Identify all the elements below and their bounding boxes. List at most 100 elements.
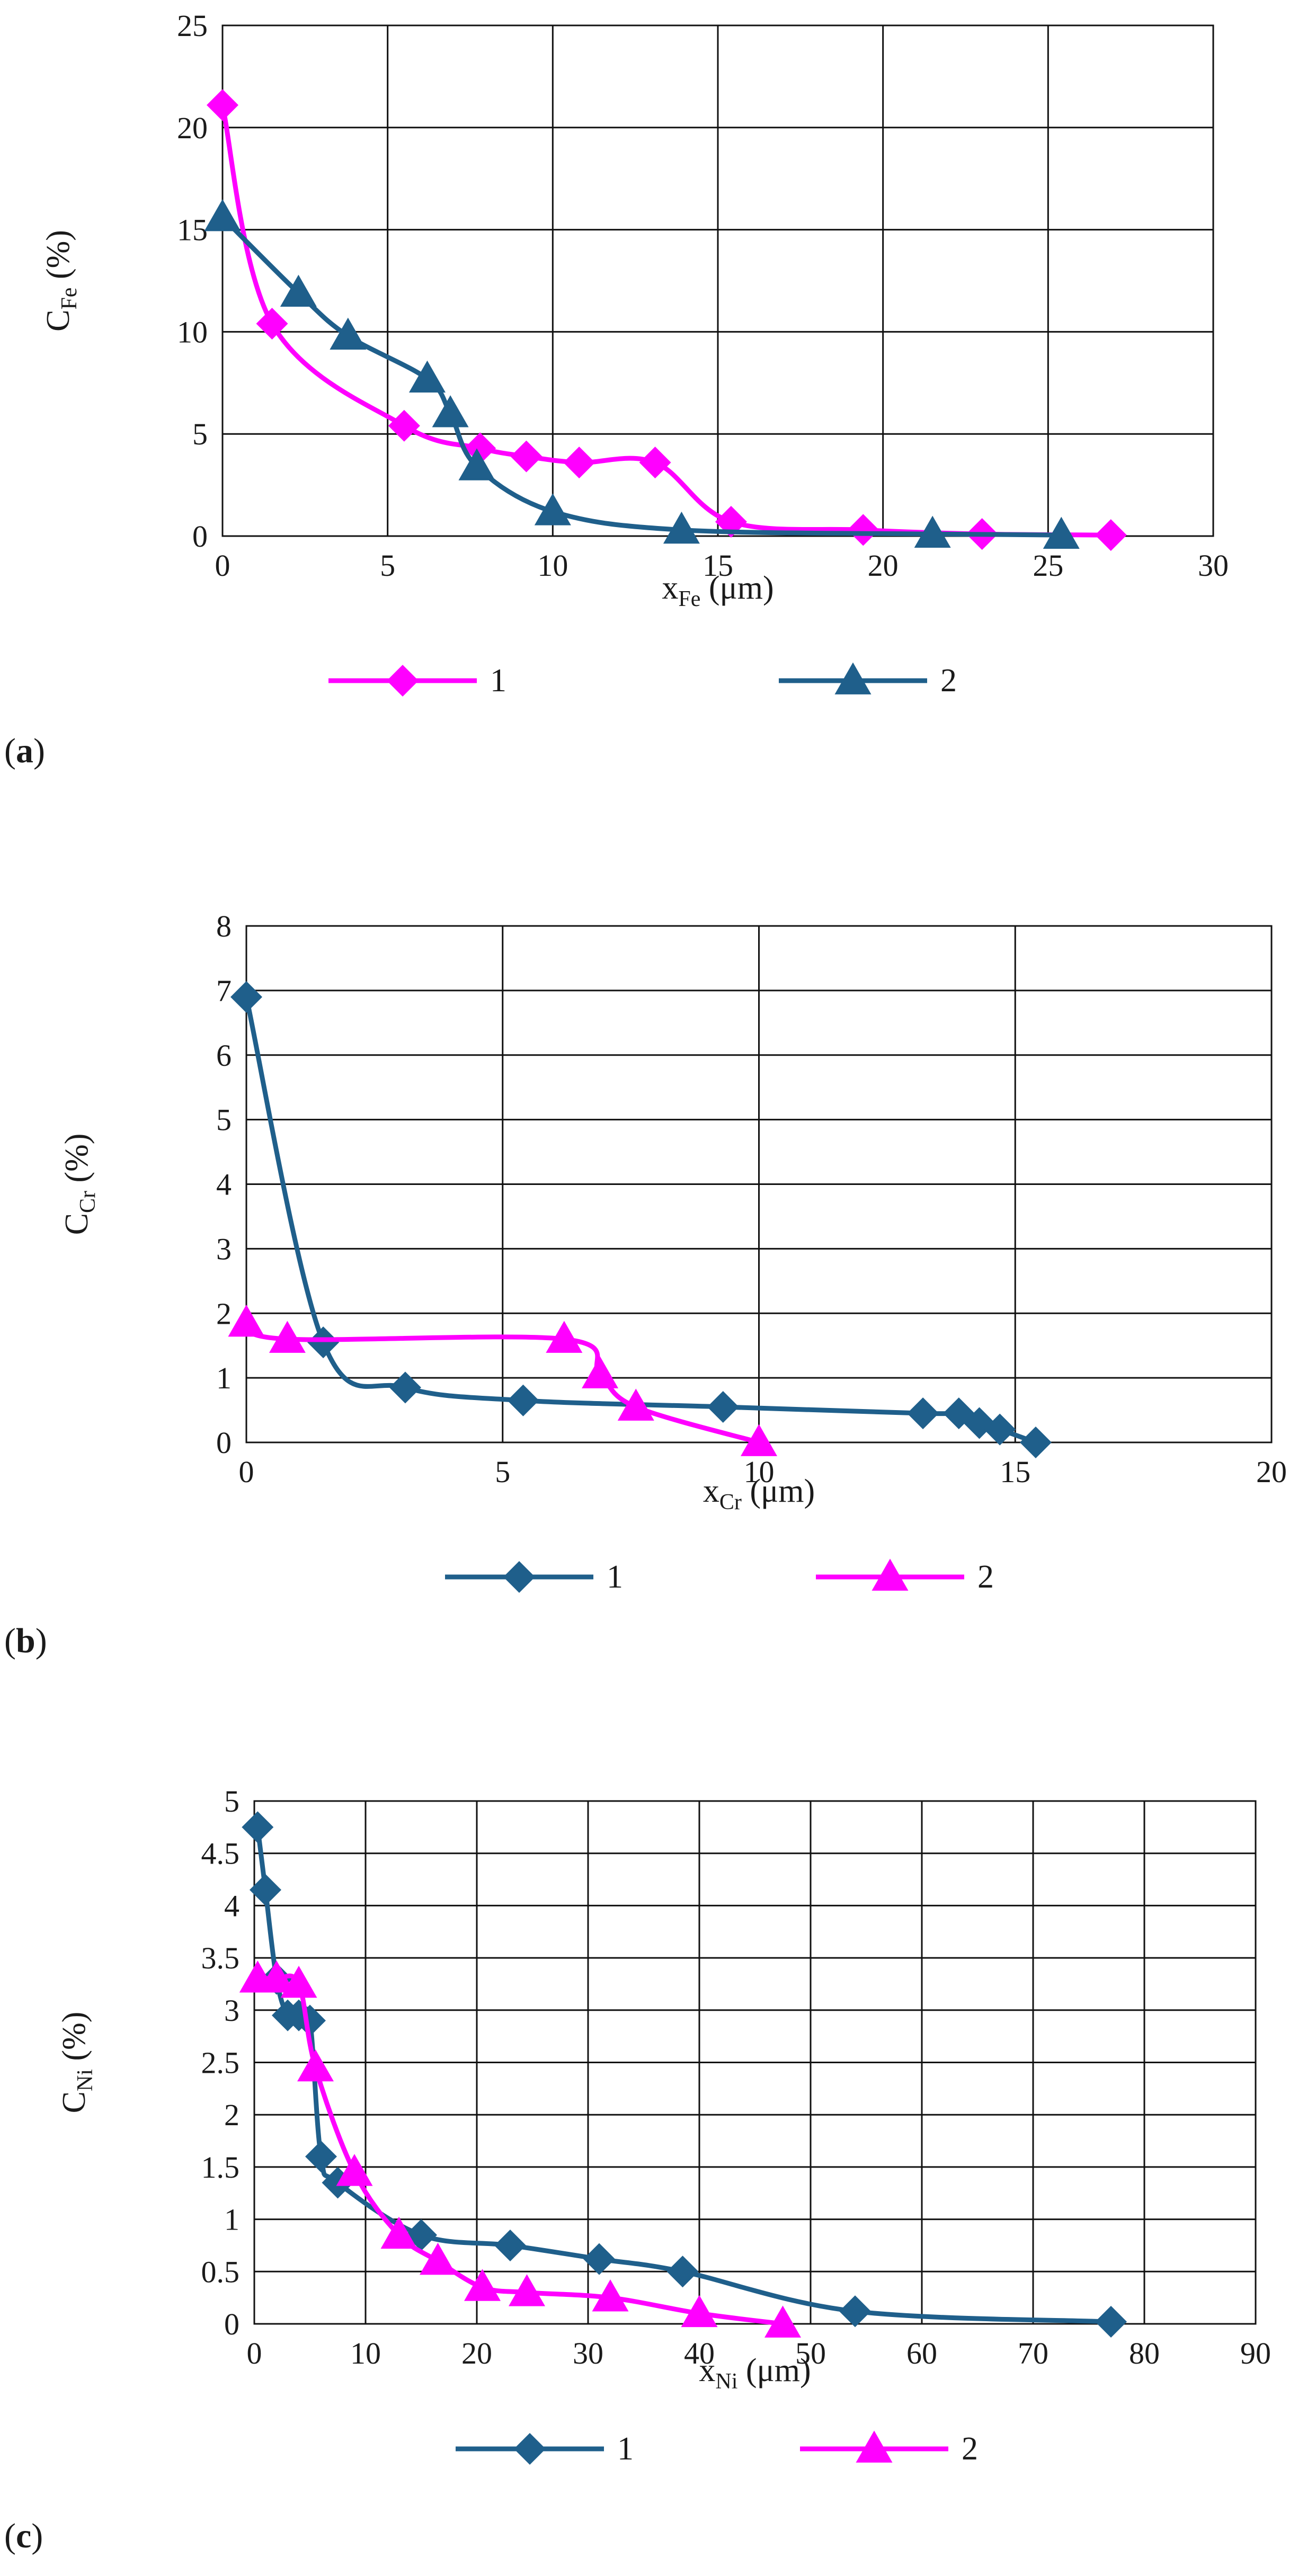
data-point — [510, 440, 543, 473]
data-point — [707, 1390, 739, 1423]
y-tick-label: 2 — [224, 2098, 239, 2132]
legend-label: 1 — [490, 663, 506, 699]
data-point — [204, 199, 241, 231]
x-tick-label: 0 — [239, 1455, 254, 1489]
data-point — [336, 2154, 373, 2186]
y-tick-label: 3 — [216, 1232, 232, 1266]
data-point — [617, 1388, 654, 1421]
x-tick-label: 10 — [744, 1455, 775, 1489]
data-point — [269, 1321, 306, 1353]
data-point — [583, 2243, 615, 2275]
data-point — [464, 2269, 501, 2301]
series-line — [255, 1824, 1114, 2324]
y-axis-label: CFe (%) — [40, 230, 82, 332]
data-point — [984, 1413, 1016, 1446]
y-tick-label: 7 — [216, 974, 232, 1008]
data-point — [307, 1326, 340, 1359]
data-point — [207, 89, 238, 121]
panel-label-a: (a) — [4, 732, 45, 770]
y-tick-label: 5 — [216, 1103, 232, 1137]
panel-label-c: (c) — [4, 2517, 43, 2555]
data-point — [464, 432, 496, 465]
x-tick-label: 10 — [537, 548, 568, 583]
data-point — [230, 981, 262, 1013]
y-tick-label: 3 — [224, 1993, 239, 2028]
data-point — [582, 1356, 619, 1388]
y-tick-label: 5 — [192, 417, 208, 451]
plot-frame — [253, 1800, 1257, 2325]
x-tick-label: 25 — [1033, 548, 1063, 583]
data-point — [839, 2295, 871, 2328]
data-point — [258, 1960, 295, 1993]
y-tick-label: 2 — [216, 1296, 232, 1331]
data-point — [663, 511, 700, 544]
data-point — [534, 493, 571, 525]
y-tick-label: 2.5 — [201, 2046, 240, 2080]
y-tick-label: 4 — [224, 1888, 239, 1923]
data-point — [330, 317, 367, 350]
data-point — [592, 2279, 629, 2312]
data-point — [546, 1321, 583, 1353]
x-tick-label: 30 — [1198, 548, 1229, 583]
data-point — [509, 2274, 545, 2306]
data-point — [388, 409, 420, 442]
plot-area-b: 0 1 2 3 4 5 6 7 8 0 5 10 15 20 — [216, 909, 1287, 1489]
data-point — [250, 1874, 281, 1906]
x-tick-label: 40 — [684, 2336, 715, 2370]
data-point — [420, 2243, 456, 2275]
y-tick-label: 15 — [177, 213, 208, 247]
data-point — [297, 2049, 334, 2082]
y-tick-label: 0 — [224, 2307, 239, 2341]
data-point — [666, 2256, 699, 2288]
data-point — [280, 274, 317, 307]
y-tick-label: 0.5 — [201, 2254, 240, 2289]
x-tick-label: 0 — [215, 548, 230, 583]
plot-area-c: 00.511.522.533.544.550 10 20 30 40 50 60 70 80 90 — [201, 1784, 1272, 2370]
data-point — [639, 447, 671, 479]
y-tick-label: 1 — [224, 2203, 239, 2237]
x-tick-label: 20 — [1256, 1455, 1287, 1489]
legend-marker — [872, 1558, 909, 1591]
y-tick-label: 5 — [224, 1784, 239, 1819]
y-tick-label: 4 — [216, 1167, 232, 1202]
data-point — [389, 1371, 421, 1404]
y-axis-label: CNi (%) — [56, 2012, 97, 2114]
data-point — [681, 2295, 718, 2328]
series-line — [220, 102, 1114, 538]
x-axis-label: xCr (μm) — [703, 1473, 815, 1514]
x-tick-label: 30 — [573, 2336, 603, 2370]
x-tick-label: 80 — [1129, 2336, 1160, 2370]
x-tick-label: 5 — [495, 1455, 510, 1489]
plot-area-a: 0 5 10 15 20 25 0 5 10 15 20 25 30 — [177, 8, 1229, 583]
legend-marker — [834, 662, 872, 694]
x-tick-label: 50 — [795, 2336, 826, 2370]
y-tick-label: 6 — [216, 1038, 232, 1073]
x-tick-label: 60 — [906, 2336, 937, 2370]
legend-label: 1 — [617, 2431, 634, 2467]
data-point — [408, 360, 446, 393]
data-point — [914, 515, 951, 548]
x-tick-label: 0 — [247, 2336, 262, 2370]
legend-marker — [856, 2430, 893, 2463]
y-tick-label: 20 — [177, 111, 208, 145]
y-tick-label: 0 — [192, 519, 208, 554]
x-tick-label: 10 — [350, 2336, 381, 2370]
y-tick-label: 3.5 — [201, 1941, 240, 1975]
chart-panel-c: 0 0.5 1 1.5 2 2.5 3 3.5 4 4.5 5 0 10 20 30 40 50 60 70 80 90… — [0, 1780, 1307, 2576]
x-axis-label: xNi (μm) — [699, 2352, 811, 2394]
data-point — [228, 1305, 265, 1337]
y-tick-label: 1.5 — [201, 2150, 240, 2185]
x-tick-label: 90 — [1240, 2336, 1271, 2370]
data-point — [322, 2167, 354, 2199]
y-tick-label: 0 — [216, 1425, 232, 1460]
series-2 — [204, 199, 1080, 549]
x-tick-label: 20 — [461, 2336, 492, 2370]
series-line — [244, 994, 1038, 1445]
y-tick-label: 8 — [216, 909, 232, 943]
data-point — [494, 2229, 526, 2261]
